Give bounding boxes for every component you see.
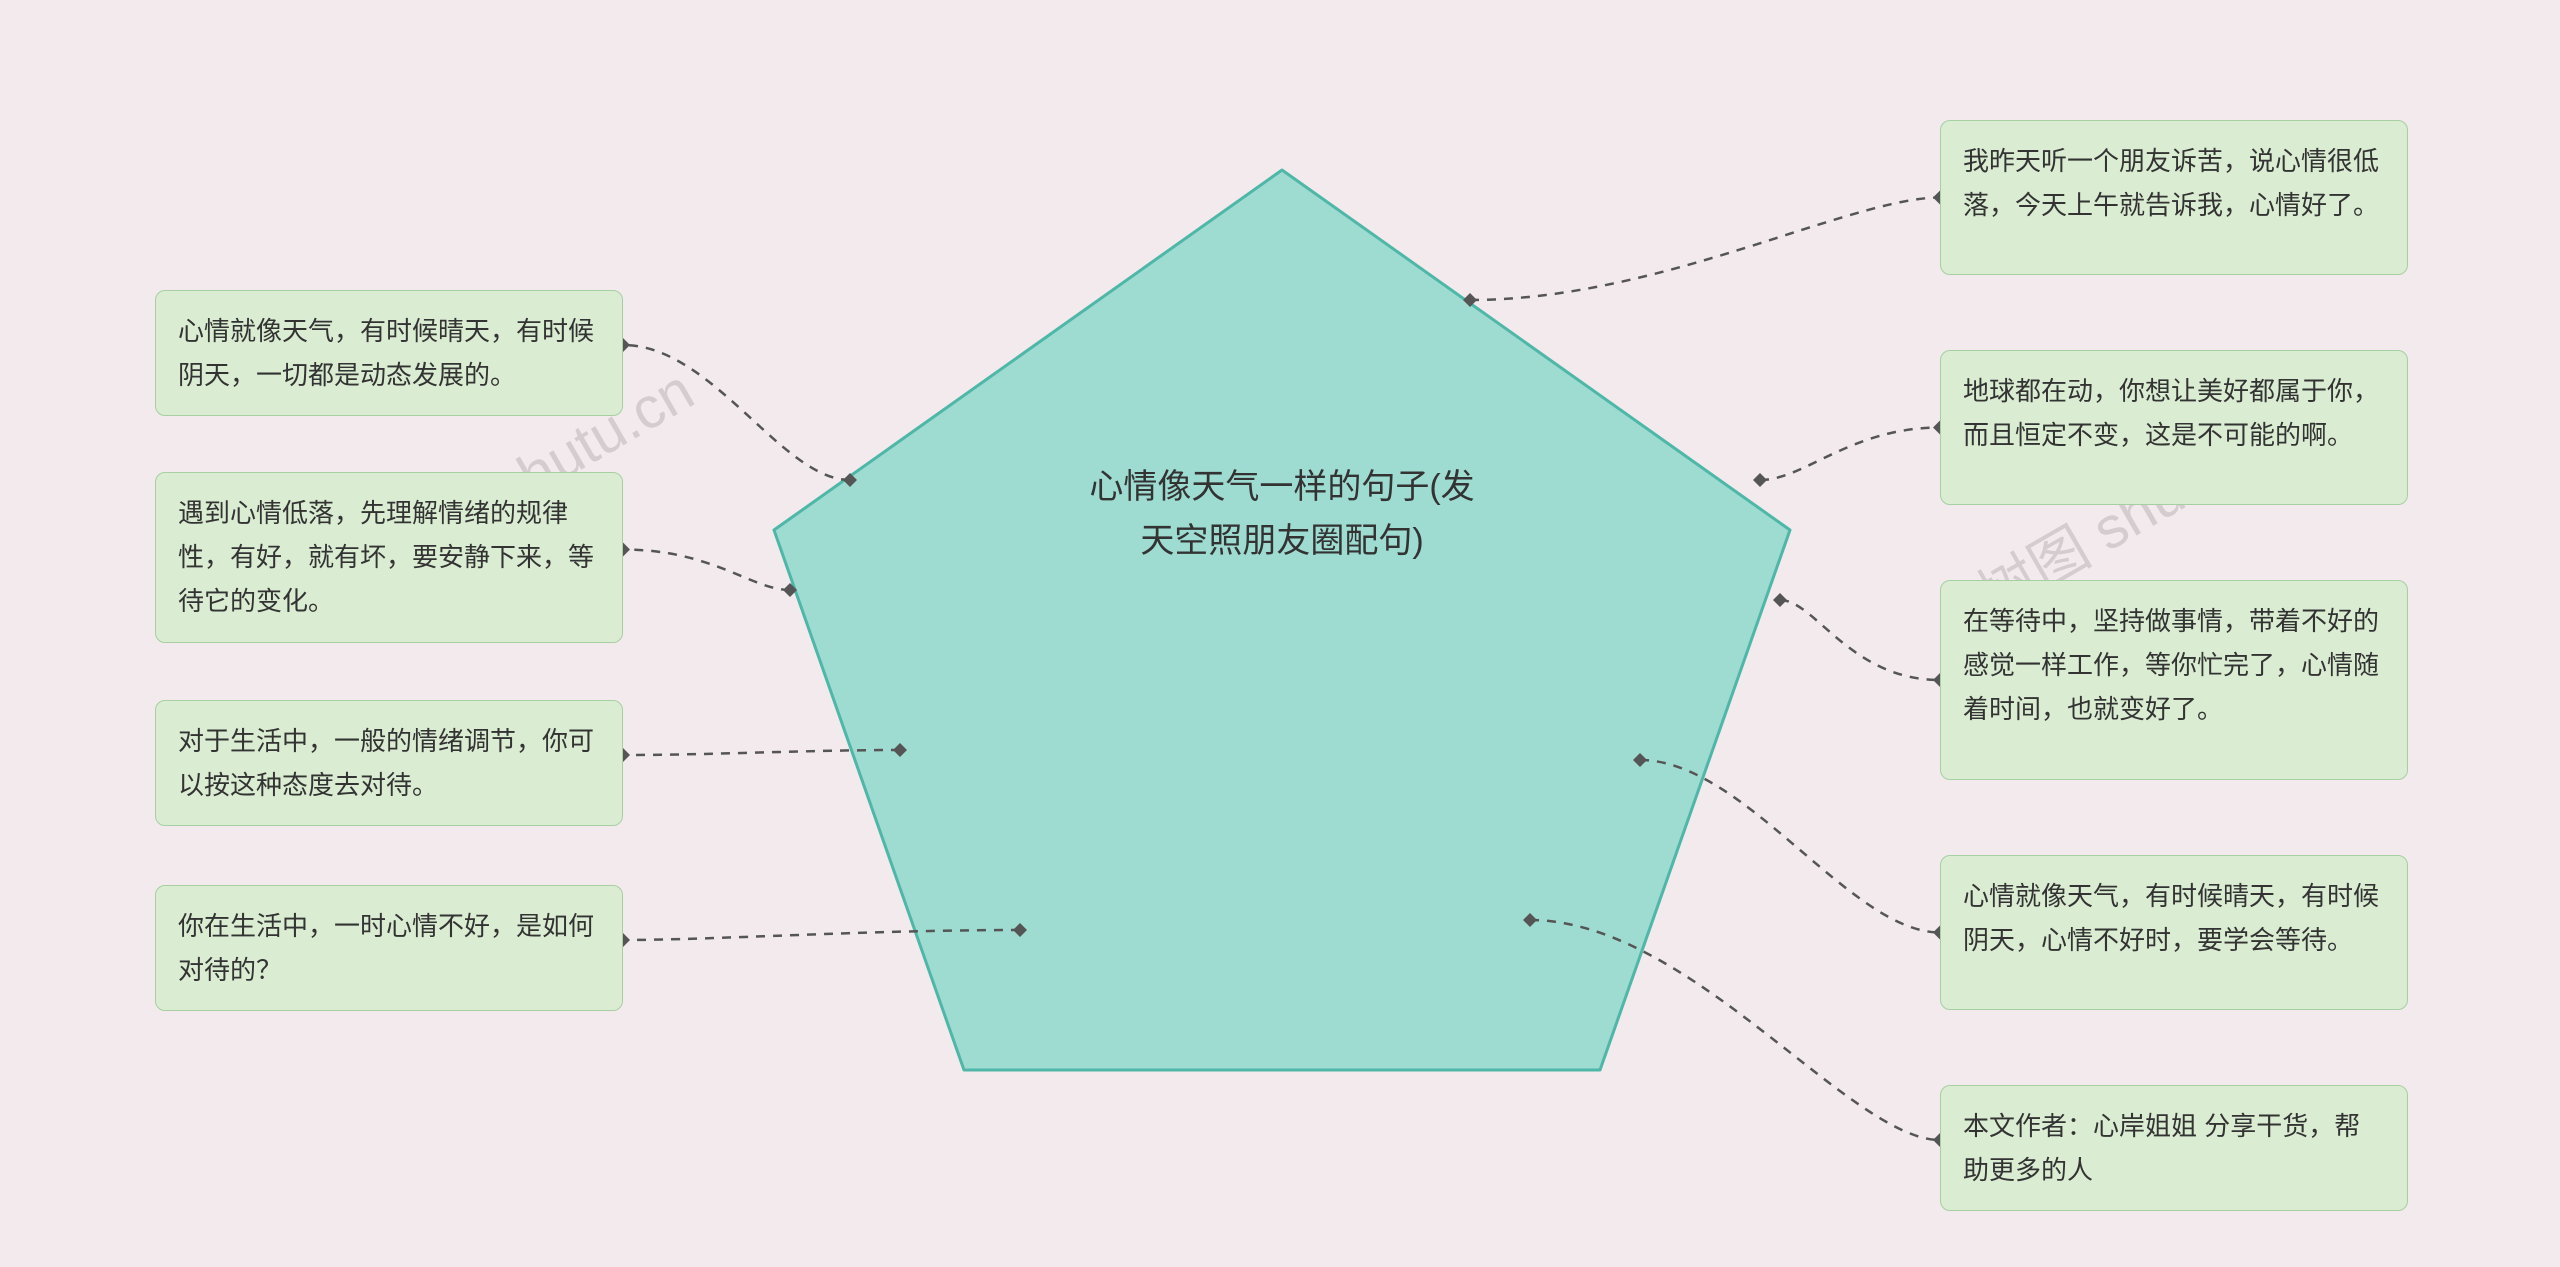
branch-node-l2: 遇到心情低落，先理解情绪的规律性，有好，就有坏，要安静下来，等待它的变化。 bbox=[155, 472, 623, 643]
branch-node-text: 在等待中，坚持做事情，带着不好的感觉一样工作，等你忙完了，心情随着时间，也就变好… bbox=[1963, 606, 2379, 724]
center-title-line2: 天空照朋友圈配句) bbox=[1032, 514, 1532, 568]
mindmap-canvas: 心情像天气一样的句子(发天空照朋友圈配句)树图 shutu.cn树图 shutu… bbox=[0, 0, 2560, 1267]
center-pentagon bbox=[774, 170, 1790, 1070]
branch-node-text: 地球都在动，你想让美好都属于你，而且恒定不变，这是不可能的啊。 bbox=[1963, 376, 2379, 450]
branch-node-text: 你在生活中，一时心情不好，是如何对待的？ bbox=[178, 911, 594, 985]
branch-node-l3: 对于生活中，一般的情绪调节，你可以按这种态度去对待。 bbox=[155, 700, 623, 826]
branch-node-l4: 你在生活中，一时心情不好，是如何对待的？ bbox=[155, 885, 623, 1011]
center-title: 心情像天气一样的句子(发天空照朋友圈配句) bbox=[1032, 460, 1532, 569]
branch-node-r1: 我昨天听一个朋友诉苦，说心情很低落，今天上午就告诉我，心情好了。 bbox=[1940, 120, 2408, 275]
branch-node-text: 我昨天听一个朋友诉苦，说心情很低落，今天上午就告诉我，心情好了。 bbox=[1963, 146, 2379, 220]
branch-node-r5: 本文作者：心岸姐姐 分享干货，帮助更多的人 bbox=[1940, 1085, 2408, 1211]
branch-node-r2: 地球都在动，你想让美好都属于你，而且恒定不变，这是不可能的啊。 bbox=[1940, 350, 2408, 505]
branch-node-text: 遇到心情低落，先理解情绪的规律性，有好，就有坏，要安静下来，等待它的变化。 bbox=[178, 498, 594, 616]
branch-node-text: 本文作者：心岸姐姐 分享干货，帮助更多的人 bbox=[1963, 1111, 2360, 1185]
branch-node-r3: 在等待中，坚持做事情，带着不好的感觉一样工作，等你忙完了，心情随着时间，也就变好… bbox=[1940, 580, 2408, 780]
center-title-line1: 心情像天气一样的句子(发 bbox=[1032, 460, 1532, 514]
branch-node-text: 对于生活中，一般的情绪调节，你可以按这种态度去对待。 bbox=[178, 726, 594, 800]
branch-node-l1: 心情就像天气，有时候晴天，有时候阴天，一切都是动态发展的。 bbox=[155, 290, 623, 416]
branch-node-text: 心情就像天气，有时候晴天，有时候阴天，一切都是动态发展的。 bbox=[178, 316, 594, 390]
branch-node-r4: 心情就像天气，有时候晴天，有时候阴天，心情不好时，要学会等待。 bbox=[1940, 855, 2408, 1010]
branch-node-text: 心情就像天气，有时候晴天，有时候阴天，心情不好时，要学会等待。 bbox=[1963, 881, 2379, 955]
